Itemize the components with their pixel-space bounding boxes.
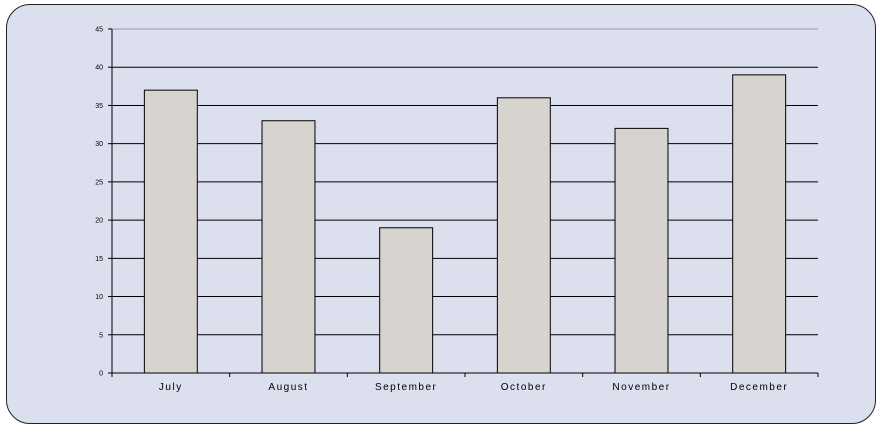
axes bbox=[108, 28, 819, 377]
y-tick-labels: 0 5 10 15 20 25 30 35 40 45 bbox=[95, 27, 103, 378]
y-tick-label: 15 bbox=[95, 256, 103, 263]
y-tick-label: 25 bbox=[95, 179, 103, 186]
y-tick-label: 30 bbox=[95, 141, 103, 148]
x-tick-label-november: November bbox=[612, 382, 670, 393]
y-tick-label: 10 bbox=[95, 294, 103, 301]
bar-october bbox=[496, 97, 551, 374]
x-tick-label-october: October bbox=[501, 382, 547, 393]
y-tick-label: 40 bbox=[95, 65, 103, 72]
bar-december bbox=[732, 74, 787, 374]
y-tick-label: 5 bbox=[99, 332, 103, 339]
x-tick-label-august: August bbox=[268, 382, 308, 393]
bar-august bbox=[261, 120, 316, 374]
y-tick-label: 35 bbox=[95, 103, 103, 110]
y-tick-label: 45 bbox=[95, 27, 103, 34]
bar-november bbox=[614, 127, 669, 374]
y-tick-label: 20 bbox=[95, 218, 103, 225]
bar-chart: 0 5 10 15 20 25 30 35 40 45 July August September Oc… bbox=[95, 27, 819, 393]
x-tick-label-december: December bbox=[730, 382, 788, 393]
x-tick-labels: July August September October November Decemb… bbox=[159, 382, 788, 393]
bar-september bbox=[379, 227, 434, 374]
y-tick-label: 0 bbox=[99, 371, 103, 378]
gridlines bbox=[112, 28, 818, 336]
x-tick-label-july: July bbox=[159, 382, 183, 393]
bars bbox=[143, 74, 787, 374]
bar-july bbox=[143, 89, 198, 374]
x-tick-label-september: September bbox=[375, 382, 437, 393]
